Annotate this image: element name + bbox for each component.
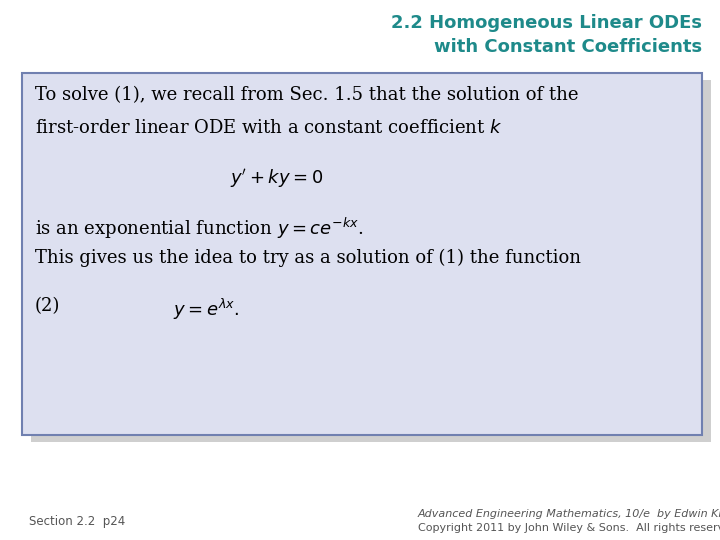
FancyBboxPatch shape [31,80,711,442]
Text: is an exponential function $y = ce^{-kx}$.: is an exponential function $y = ce^{-kx}… [35,216,363,241]
Text: This gives us the idea to try as a solution of (1) the function: This gives us the idea to try as a solut… [35,248,580,267]
Text: Advanced Engineering Mathematics, 10/e  by Edwin Kreyszig: Advanced Engineering Mathematics, 10/e b… [418,509,720,519]
Text: Section 2.2  p24: Section 2.2 p24 [29,515,125,528]
Text: $y' + ky = 0$: $y' + ky = 0$ [230,167,324,191]
Text: with Constant Coefficients: with Constant Coefficients [434,38,702,56]
Text: Copyright 2011 by John Wiley & Sons.  All rights reserved.: Copyright 2011 by John Wiley & Sons. All… [418,523,720,533]
Text: 2.2 Homogeneous Linear ODEs: 2.2 Homogeneous Linear ODEs [391,14,702,31]
Text: (2): (2) [35,297,60,315]
Text: $y = e^{\lambda x}.$: $y = e^{\lambda x}.$ [173,297,239,322]
Text: To solve (1), we recall from Sec. 1.5 that the solution of the: To solve (1), we recall from Sec. 1.5 th… [35,86,578,104]
FancyBboxPatch shape [22,73,702,435]
Text: first-order linear ODE with a constant coefficient $k$: first-order linear ODE with a constant c… [35,119,502,137]
